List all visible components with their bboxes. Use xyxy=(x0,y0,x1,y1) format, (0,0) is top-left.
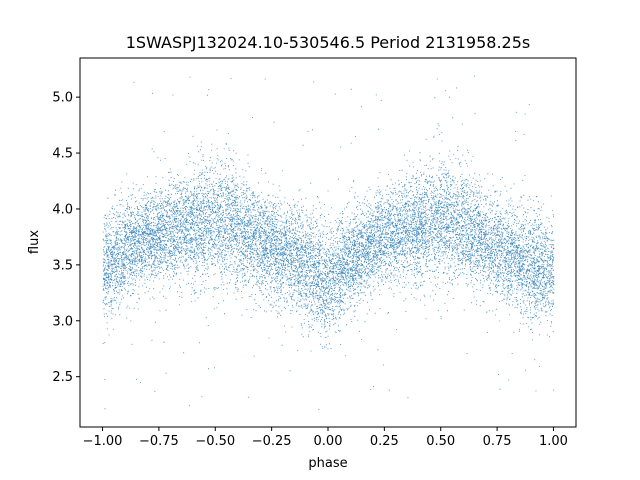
x-tick-label: −1.00 xyxy=(83,434,123,449)
chart-title: 1SWASPJ132024.10-530546.5 Period 2131958… xyxy=(126,33,531,52)
x-tick-label: −0.75 xyxy=(139,434,179,449)
y-tick-label: 5.0 xyxy=(52,91,73,106)
y-tick-label: 2.5 xyxy=(52,370,73,385)
x-tick-label: 0.50 xyxy=(426,434,455,449)
x-tick-label: 1.00 xyxy=(539,434,568,449)
y-tick-label: 3.5 xyxy=(52,258,73,273)
y-tick-label: 4.0 xyxy=(52,202,73,217)
x-tick-label: 0.75 xyxy=(483,434,512,449)
y-axis: 2.5 3.0 3.5 4.0 4.5 5.0 xyxy=(52,91,80,385)
data-points xyxy=(102,75,555,410)
y-tick-label: 3.0 xyxy=(52,314,73,329)
x-tick-label: −0.50 xyxy=(195,434,235,449)
x-tick-label: 0.25 xyxy=(370,434,399,449)
x-tick-label: −0.25 xyxy=(252,434,292,449)
x-tick-label: 0.00 xyxy=(314,434,343,449)
y-tick-label: 4.5 xyxy=(52,147,73,162)
scatter-point-markers xyxy=(102,75,555,410)
x-axis: −1.00 −0.75 −0.50 −0.25 0.00 0.25 0.50 0.75 1.00 xyxy=(83,427,568,449)
x-axis-label: phase xyxy=(308,456,347,471)
y-axis-label: flux xyxy=(27,230,42,254)
